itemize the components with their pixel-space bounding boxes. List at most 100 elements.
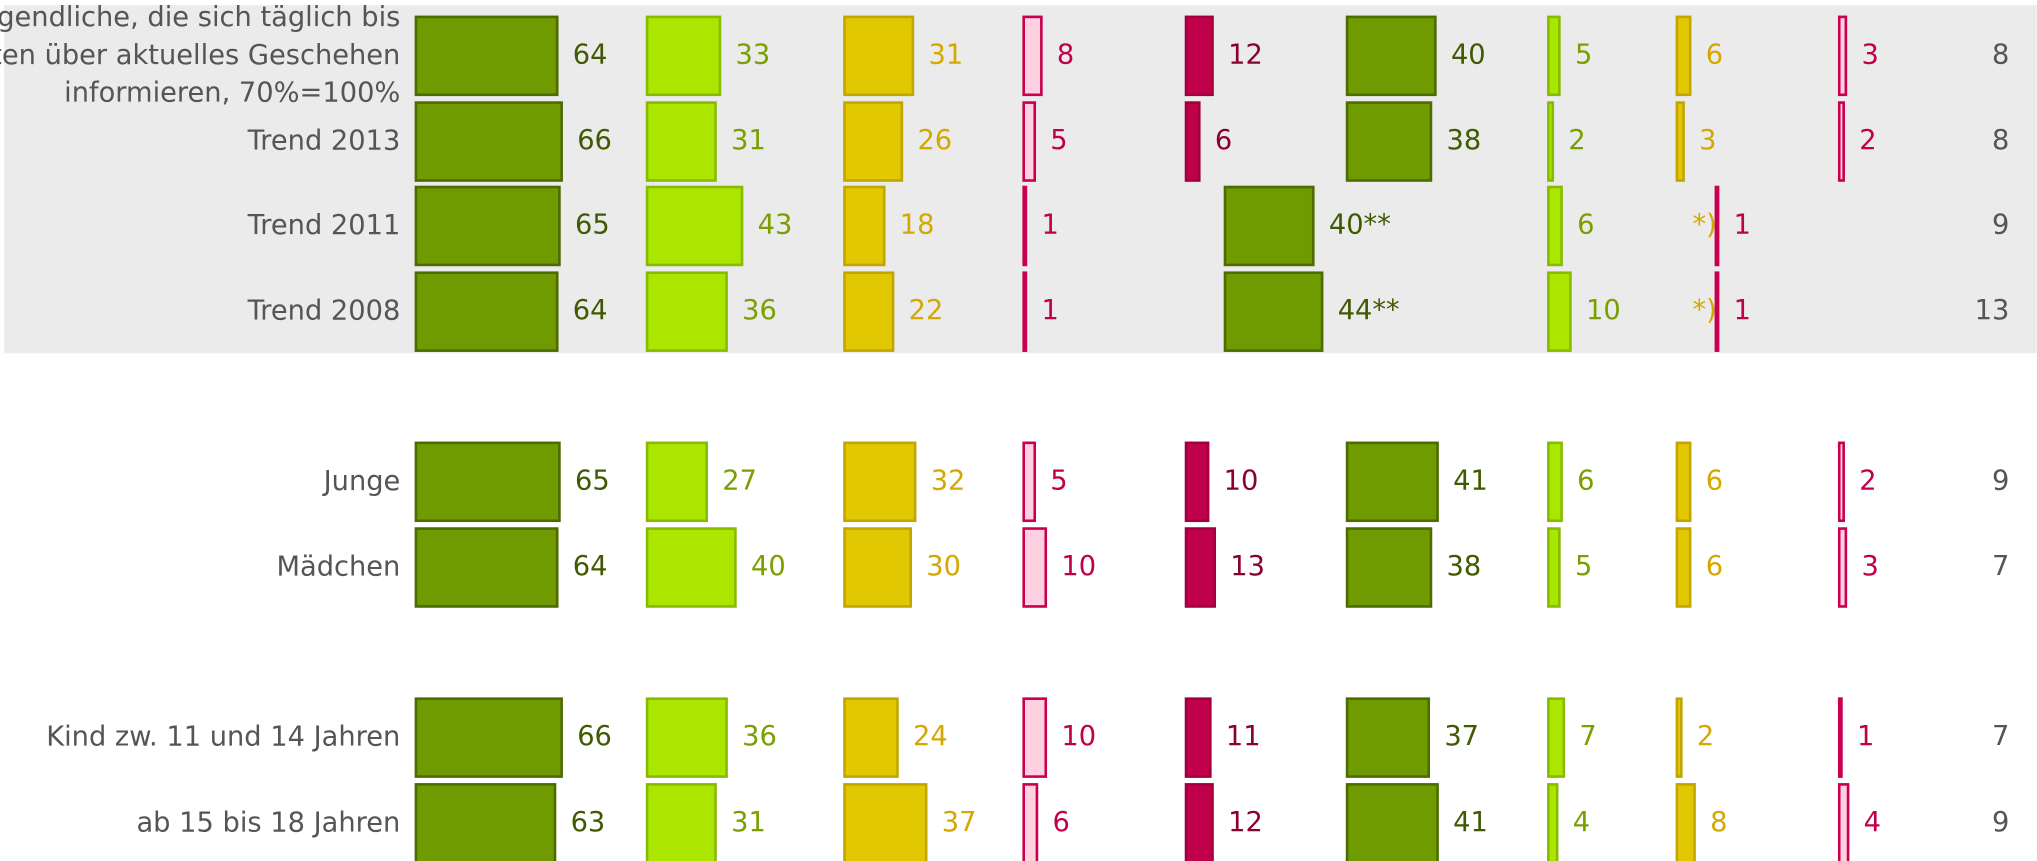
value-label: 64 — [573, 39, 608, 70]
value-label: 66 — [577, 125, 612, 156]
value-label: 6 — [1215, 125, 1232, 156]
bar — [843, 783, 928, 861]
bar — [843, 101, 904, 182]
bar — [1223, 185, 1315, 267]
value-label: 4 — [1573, 807, 1590, 838]
bar — [1547, 527, 1561, 608]
value-label: 3 — [1861, 551, 1878, 582]
bar — [1184, 441, 1210, 523]
row-label: Mädchen — [276, 551, 400, 582]
bar — [414, 15, 559, 97]
value-label: 64 — [573, 551, 608, 582]
bar — [1223, 271, 1324, 352]
bar — [1345, 441, 1439, 523]
total-label: 7 — [1992, 551, 2009, 582]
value-label: *) — [1692, 209, 1716, 240]
bar — [1837, 15, 1848, 97]
bar — [1184, 101, 1201, 182]
bar — [843, 441, 917, 523]
value-label: 3 — [1861, 39, 1878, 70]
bar — [1022, 271, 1028, 352]
bar — [414, 185, 561, 267]
bar — [414, 697, 563, 778]
row-label: Kind zw. 11 und 14 Jahren — [46, 721, 400, 752]
bar — [1837, 527, 1848, 608]
bar — [1714, 185, 1720, 267]
bar — [1837, 101, 1845, 182]
value-label: 4 — [1864, 807, 1881, 838]
row-label: Trend 2013 — [247, 125, 401, 156]
row-label: Trend 2008 — [247, 295, 401, 326]
bar — [1184, 697, 1212, 778]
bar — [1547, 101, 1555, 182]
value-label: 6 — [1706, 465, 1723, 496]
row-label: Junge — [322, 465, 401, 496]
bar — [1022, 101, 1037, 182]
value-label: 37 — [942, 807, 977, 838]
value-label: 65 — [575, 465, 610, 496]
bar — [843, 527, 913, 608]
total-label: 9 — [1992, 465, 2009, 496]
bar — [645, 527, 737, 608]
value-label: 1 — [1734, 209, 1751, 240]
value-label: 8 — [1710, 807, 1727, 838]
value-label: 43 — [758, 209, 793, 240]
bar — [1675, 697, 1683, 778]
value-label: 31 — [731, 807, 766, 838]
value-label: 32 — [931, 465, 966, 496]
value-label: 41 — [1453, 807, 1488, 838]
total-label: 8 — [1992, 125, 2009, 156]
bar — [1837, 441, 1845, 523]
value-label: 66 — [577, 721, 612, 752]
bar — [1675, 441, 1692, 523]
value-label: 7 — [1579, 721, 1596, 752]
value-label: 1 — [1041, 209, 1058, 240]
bar — [843, 185, 886, 267]
bar — [1547, 185, 1563, 267]
value-label: 6 — [1577, 209, 1594, 240]
value-label: 10 — [1061, 551, 1096, 582]
value-label: 37 — [1444, 721, 1479, 752]
bar — [843, 271, 895, 352]
bar — [1547, 271, 1572, 352]
bar — [1022, 441, 1037, 523]
value-label: 31 — [929, 39, 964, 70]
bar — [1184, 527, 1217, 608]
value-label: 2 — [1859, 465, 1876, 496]
bar — [1184, 783, 1214, 861]
value-label: 3 — [1699, 125, 1716, 156]
bar — [1022, 15, 1043, 97]
value-label: 31 — [731, 125, 766, 156]
value-label: 41 — [1453, 465, 1488, 496]
total-label: 9 — [1992, 209, 2009, 240]
value-label: *) — [1692, 295, 1716, 326]
bar — [1345, 15, 1437, 97]
group-background — [4, 5, 2037, 354]
bar — [1547, 441, 1563, 523]
value-label: 44** — [1338, 295, 1400, 326]
total-label: 13 — [1975, 295, 2010, 326]
value-label: 5 — [1050, 125, 1067, 156]
bar — [1345, 783, 1439, 861]
value-label: 11 — [1226, 721, 1261, 752]
value-label: 12 — [1228, 39, 1263, 70]
bar — [1345, 697, 1431, 778]
bar — [1837, 783, 1850, 861]
value-label: 65 — [575, 209, 610, 240]
bar — [1022, 185, 1028, 267]
bar — [414, 527, 559, 608]
bar — [645, 441, 708, 523]
value-label: 10 — [1061, 721, 1096, 752]
value-label: 2 — [1697, 721, 1714, 752]
total-label: 8 — [1992, 39, 2009, 70]
value-label: 6 — [1053, 807, 1070, 838]
value-label: 1 — [1857, 721, 1874, 752]
value-label: 36 — [742, 295, 777, 326]
bar — [1022, 697, 1048, 778]
total-label: 9 — [1992, 807, 2009, 838]
bar — [645, 15, 722, 97]
value-label: 40** — [1329, 209, 1391, 240]
bar — [1022, 527, 1048, 608]
bar — [1675, 101, 1685, 182]
